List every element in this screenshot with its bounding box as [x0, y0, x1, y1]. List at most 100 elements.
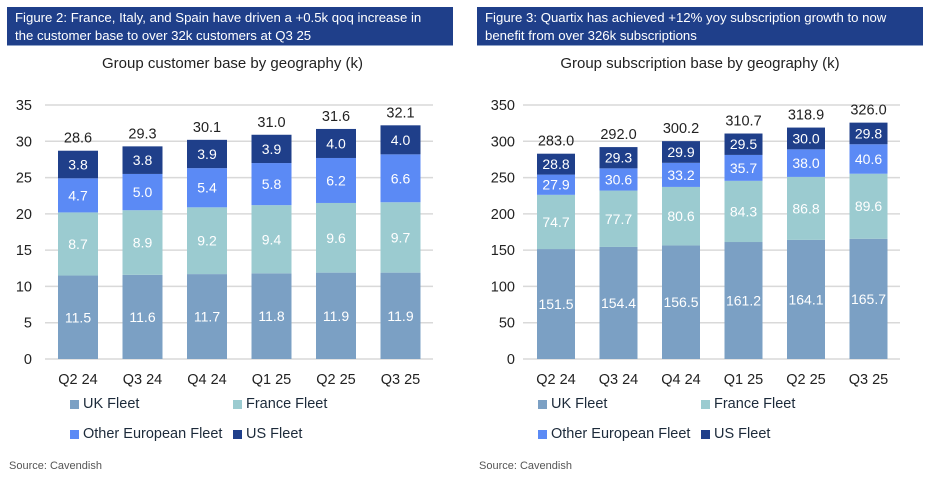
total-label: 32.1: [386, 105, 414, 121]
data-label: 29.8: [855, 125, 882, 141]
data-label: 30.0: [792, 130, 819, 146]
total-label: 326.0: [850, 103, 886, 119]
data-label: 3.8: [133, 152, 153, 168]
data-label: 3.8: [68, 157, 88, 173]
data-label: 11.8: [258, 308, 284, 324]
legend-item-other-european-fleet: Other European Fleet: [70, 426, 222, 442]
data-label: 30.6: [605, 171, 632, 187]
legend-item-uk-fleet: UK Fleet: [70, 396, 139, 412]
y-tick-label: 35: [16, 98, 32, 114]
y-tick-label: 350: [491, 98, 515, 114]
y-tick-label: 20: [16, 207, 32, 223]
data-label: 11.6: [129, 309, 155, 325]
y-tick-label: 0: [24, 352, 32, 368]
legend-swatch-other-european-fleet: [538, 429, 547, 439]
x-tick-label: Q4 24: [187, 372, 227, 388]
bar-segment-uk-fleet: [537, 249, 575, 359]
data-label: 5.0: [133, 184, 153, 200]
figure-3-source: Source: Cavendish: [479, 460, 572, 472]
data-label: 4.0: [326, 135, 346, 151]
legend-item-france-fleet: France Fleet: [233, 396, 327, 412]
bar-segment-us-fleet: [662, 141, 700, 163]
y-tick-label: 200: [491, 207, 515, 223]
bar-segment-france-fleet: [187, 207, 227, 275]
legend-label: France Fleet: [246, 396, 328, 412]
bar-segment-uk-fleet: [599, 246, 638, 359]
total-label: 30.1: [193, 120, 221, 136]
x-tick-label: Q1 25: [252, 372, 292, 388]
figure-3-banner-line-2: benefit from over 326k subscriptions: [485, 28, 697, 43]
figure-3-chart-title: Group subscription base by geography (k): [560, 55, 840, 72]
legend-label: France Fleet: [714, 396, 796, 412]
bar-segment-us-fleet: [380, 125, 421, 155]
figure-3-banner-line-1: Figure 3: Quartix has achieved +12% yoy …: [485, 10, 887, 25]
y-tick-label: 10: [16, 279, 32, 295]
bar-segment-uk-fleet: [787, 239, 825, 359]
bar-segment-other-european-fleet: [662, 162, 700, 187]
data-label: 4.7: [68, 187, 88, 203]
legend-item-us-fleet: US Fleet: [701, 426, 770, 442]
bar-segment-other-european-fleet: [122, 173, 163, 211]
legend-label: Other European Fleet: [551, 426, 691, 442]
total-label: 300.2: [663, 121, 699, 137]
legend-swatch-other-european-fleet: [70, 429, 79, 439]
data-label: 9.6: [326, 230, 346, 246]
x-tick-label: Q4 24: [661, 372, 701, 388]
bar-segment-other-european-fleet: [58, 178, 98, 213]
bar-segment-uk-fleet: [380, 272, 421, 359]
y-tick-label: 150: [491, 243, 515, 259]
bar-segment-other-european-fleet: [537, 174, 575, 195]
data-label: 74.7: [542, 214, 569, 230]
total-label: 31.0: [257, 115, 285, 131]
bar-segment-france-fleet: [122, 210, 163, 275]
x-tick-label: Q1 25: [724, 372, 764, 388]
total-label: 318.9: [788, 108, 824, 124]
figure-2-chart-title: Group customer base by geography (k): [102, 55, 363, 72]
bar-segment-us-fleet: [122, 146, 163, 174]
bar-segment-uk-fleet: [662, 245, 700, 359]
data-label: 84.3: [730, 203, 757, 219]
bar-segment-france-fleet: [787, 176, 825, 240]
data-label: 9.4: [262, 231, 282, 247]
legend-swatch-france-fleet: [701, 399, 710, 409]
x-tick-label: Q3 25: [849, 372, 889, 388]
data-label: 9.7: [391, 229, 411, 245]
legend-swatch-uk-fleet: [70, 399, 79, 409]
bar-segment-france-fleet: [662, 186, 700, 246]
legend-item-uk-fleet: UK Fleet: [538, 396, 607, 412]
y-tick-label: 5: [24, 316, 32, 332]
bar-segment-us-fleet: [316, 128, 356, 158]
data-label: 38.0: [792, 155, 819, 171]
data-label: 9.2: [197, 233, 217, 249]
x-tick-label: Q2 24: [58, 372, 98, 388]
data-label: 6.6: [391, 170, 411, 186]
data-label: 77.7: [605, 211, 632, 227]
legend-item-france-fleet: France Fleet: [701, 396, 795, 412]
subscription-base-chart: 0 50 100 150 200 250 300 350 151.5 74.7 27.9 28.8 28…: [491, 98, 900, 388]
bar-segment-france-fleet: [380, 202, 421, 273]
bar-segment-us-fleet: [849, 122, 888, 145]
bar-segment-other-european-fleet: [787, 149, 825, 177]
bar-segment-france-fleet: [58, 212, 98, 276]
bar-segment-us-fleet: [599, 147, 638, 169]
data-label: 11.9: [323, 308, 349, 324]
legend-label: US Fleet: [246, 426, 303, 442]
legend-item-other-european-fleet: Other European Fleet: [538, 426, 690, 442]
total-label: 292.0: [600, 127, 636, 143]
bar-segment-uk-fleet: [251, 273, 292, 359]
legend-label: UK Fleet: [83, 396, 140, 412]
bar-segment-other-european-fleet: [187, 168, 227, 208]
bar-segment-other-european-fleet: [724, 154, 763, 181]
legend-swatch-uk-fleet: [538, 399, 547, 409]
data-label: 11.7: [194, 309, 220, 325]
data-label: 161.2: [726, 293, 761, 309]
data-label: 8.7: [68, 236, 88, 252]
bar-segment-other-european-fleet: [380, 154, 421, 203]
figure-2-panel: Figure 2: France, Italy, and Spain have …: [7, 7, 453, 472]
data-label: 5.8: [262, 176, 282, 192]
figure-2-banner-line-1: Figure 2: France, Italy, and Spain have …: [15, 10, 422, 25]
legend-item-us-fleet: US Fleet: [233, 426, 302, 442]
data-label: 154.4: [601, 295, 636, 311]
total-label: 28.6: [64, 131, 92, 147]
data-label: 35.7: [730, 160, 757, 176]
